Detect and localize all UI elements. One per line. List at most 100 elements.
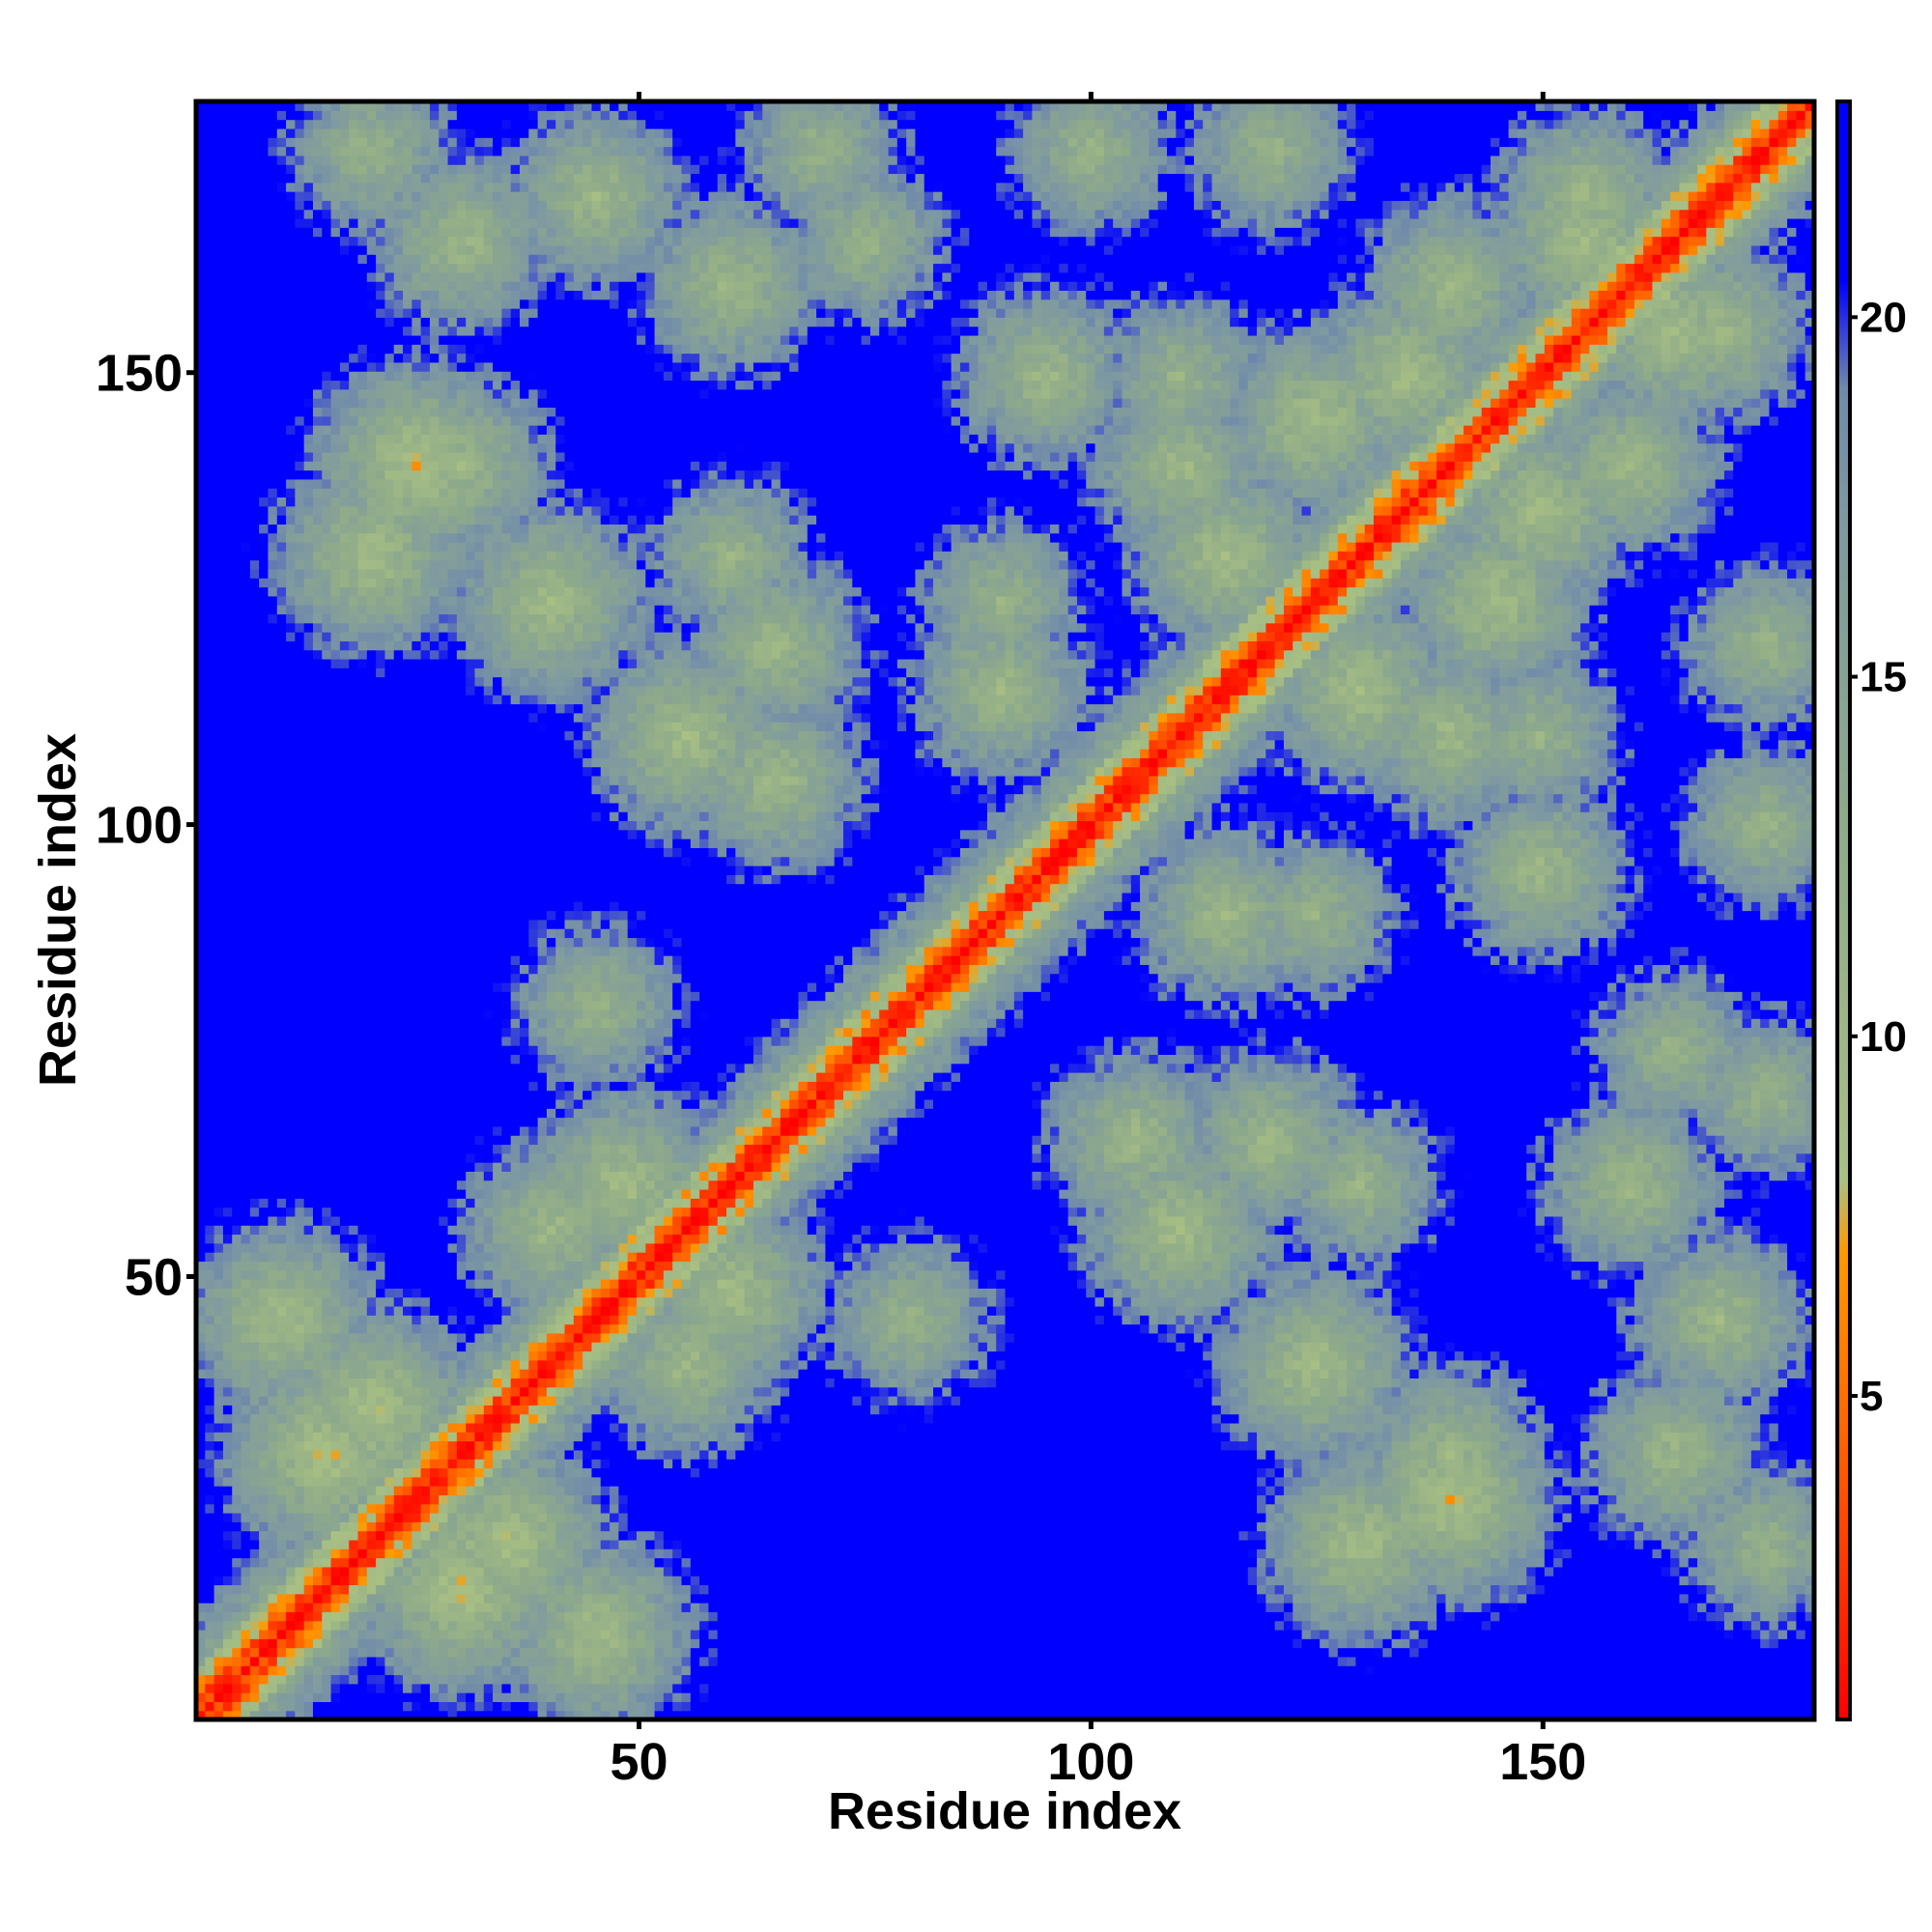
heatmap-cell bbox=[555, 1701, 565, 1711]
heatmap-cell bbox=[645, 1494, 655, 1504]
heatmap-cell bbox=[843, 1611, 853, 1621]
heatmap-cell bbox=[1706, 1477, 1716, 1487]
heatmap-cell bbox=[1436, 1684, 1446, 1693]
heatmap-cell bbox=[1634, 1521, 1644, 1531]
heatmap-cell bbox=[474, 1630, 484, 1639]
heatmap-cell bbox=[1436, 1584, 1446, 1594]
heatmap-cell bbox=[879, 1674, 889, 1684]
heatmap-cell bbox=[1536, 1531, 1546, 1541]
heatmap-cell bbox=[1185, 1692, 1195, 1702]
heatmap-cell bbox=[745, 1674, 754, 1684]
heatmap-cell bbox=[798, 1630, 808, 1639]
heatmap-cell bbox=[466, 1467, 475, 1477]
heatmap-cell bbox=[753, 1477, 763, 1487]
heatmap-cell bbox=[474, 1548, 484, 1558]
heatmap-cell bbox=[340, 1477, 350, 1487]
heatmap-cell bbox=[1796, 1521, 1805, 1531]
heatmap-cell bbox=[1095, 1638, 1105, 1648]
heatmap-cell bbox=[879, 1701, 889, 1711]
heatmap-cell bbox=[1212, 1494, 1222, 1504]
heatmap-cell bbox=[538, 1638, 548, 1648]
heatmap-cell bbox=[1463, 1665, 1473, 1675]
heatmap-cell bbox=[1679, 1567, 1689, 1577]
heatmap-cell bbox=[1724, 1486, 1734, 1495]
heatmap-cell bbox=[1670, 1701, 1680, 1711]
heatmap-cell bbox=[547, 1692, 556, 1702]
heatmap-cell bbox=[511, 1567, 521, 1577]
heatmap-cell bbox=[601, 1486, 611, 1495]
heatmap-cell bbox=[1626, 1584, 1635, 1594]
heatmap-cell bbox=[538, 1531, 548, 1541]
heatmap-cell bbox=[1158, 1674, 1168, 1684]
heatmap-cell bbox=[474, 1558, 484, 1568]
heatmap-cell bbox=[286, 1621, 296, 1631]
heatmap-cell bbox=[1643, 1584, 1653, 1594]
heatmap-cell bbox=[223, 1692, 233, 1702]
heatmap-cell bbox=[394, 1665, 404, 1675]
heatmap-cell bbox=[1023, 1558, 1033, 1568]
heatmap-cell bbox=[1463, 1701, 1473, 1711]
heatmap-cell bbox=[340, 1567, 350, 1577]
heatmap-cell bbox=[862, 1648, 871, 1658]
heatmap-cell bbox=[322, 1665, 331, 1675]
heatmap-cell bbox=[735, 1684, 745, 1693]
heatmap-cell bbox=[1230, 1548, 1239, 1558]
heatmap-cell bbox=[1006, 1576, 1015, 1585]
heatmap-cell bbox=[1769, 1621, 1778, 1631]
heatmap-cell bbox=[1796, 1558, 1805, 1568]
heatmap-cell bbox=[1059, 1548, 1068, 1558]
heatmap-cell bbox=[798, 1638, 808, 1648]
heatmap-cell bbox=[699, 1701, 709, 1711]
heatmap-cell bbox=[1796, 1701, 1805, 1711]
heatmap-cell bbox=[1662, 1584, 1671, 1594]
heatmap-cell bbox=[1419, 1486, 1429, 1495]
heatmap-cell bbox=[1194, 1494, 1204, 1504]
heatmap-cell bbox=[205, 1648, 214, 1658]
heatmap-cell bbox=[1436, 1621, 1446, 1631]
heatmap-cell bbox=[1275, 1621, 1285, 1631]
heatmap-cell bbox=[996, 1486, 1006, 1495]
heatmap-cell bbox=[501, 1504, 511, 1514]
heatmap-cell bbox=[682, 1548, 692, 1558]
heatmap-cell bbox=[1536, 1567, 1546, 1577]
heatmap-cell bbox=[591, 1494, 601, 1504]
heatmap-cell bbox=[843, 1548, 853, 1558]
heatmap-cell bbox=[474, 1611, 484, 1621]
heatmap-cell bbox=[628, 1584, 638, 1594]
heatmap-cell bbox=[295, 1540, 304, 1549]
heatmap-cell bbox=[340, 1513, 350, 1522]
heatmap-cell bbox=[1706, 1692, 1716, 1702]
heatmap-cell bbox=[1580, 1504, 1590, 1514]
heatmap-cell bbox=[547, 1657, 556, 1666]
heatmap-cell bbox=[1032, 1548, 1041, 1558]
heatmap-cell bbox=[412, 1638, 421, 1648]
heatmap-cell bbox=[1760, 1692, 1770, 1702]
heatmap-cell bbox=[1472, 1638, 1482, 1648]
heatmap-cell bbox=[1482, 1638, 1492, 1648]
heatmap-cell bbox=[1203, 1584, 1212, 1594]
heatmap-cell bbox=[1419, 1611, 1429, 1621]
heatmap-cell bbox=[1589, 1548, 1599, 1558]
heatmap-cell bbox=[1365, 1584, 1375, 1594]
heatmap-cell bbox=[879, 1494, 889, 1504]
heatmap-cell bbox=[1194, 1477, 1204, 1487]
heatmap-cell bbox=[403, 1531, 412, 1541]
heatmap-cell bbox=[430, 1701, 440, 1711]
heatmap-cell bbox=[1743, 1504, 1752, 1514]
heatmap-cell bbox=[1293, 1494, 1302, 1504]
heatmap-cell bbox=[1482, 1603, 1492, 1612]
heatmap-cell bbox=[1643, 1494, 1653, 1504]
heatmap-cell bbox=[1347, 1567, 1356, 1577]
heatmap-cell bbox=[1374, 1684, 1383, 1693]
heatmap-cell bbox=[1095, 1494, 1105, 1504]
heatmap-cell bbox=[214, 1477, 224, 1487]
heatmap-cell bbox=[538, 1584, 548, 1594]
heatmap-cell bbox=[610, 1494, 619, 1504]
heatmap-cell bbox=[457, 1611, 467, 1621]
heatmap-cell bbox=[1248, 1603, 1258, 1612]
heatmap-cell bbox=[745, 1665, 754, 1675]
heatmap-cell bbox=[637, 1513, 646, 1522]
heatmap-cell bbox=[268, 1603, 277, 1612]
heatmap-cell bbox=[1662, 1540, 1671, 1549]
heatmap-cell bbox=[879, 1467, 889, 1477]
